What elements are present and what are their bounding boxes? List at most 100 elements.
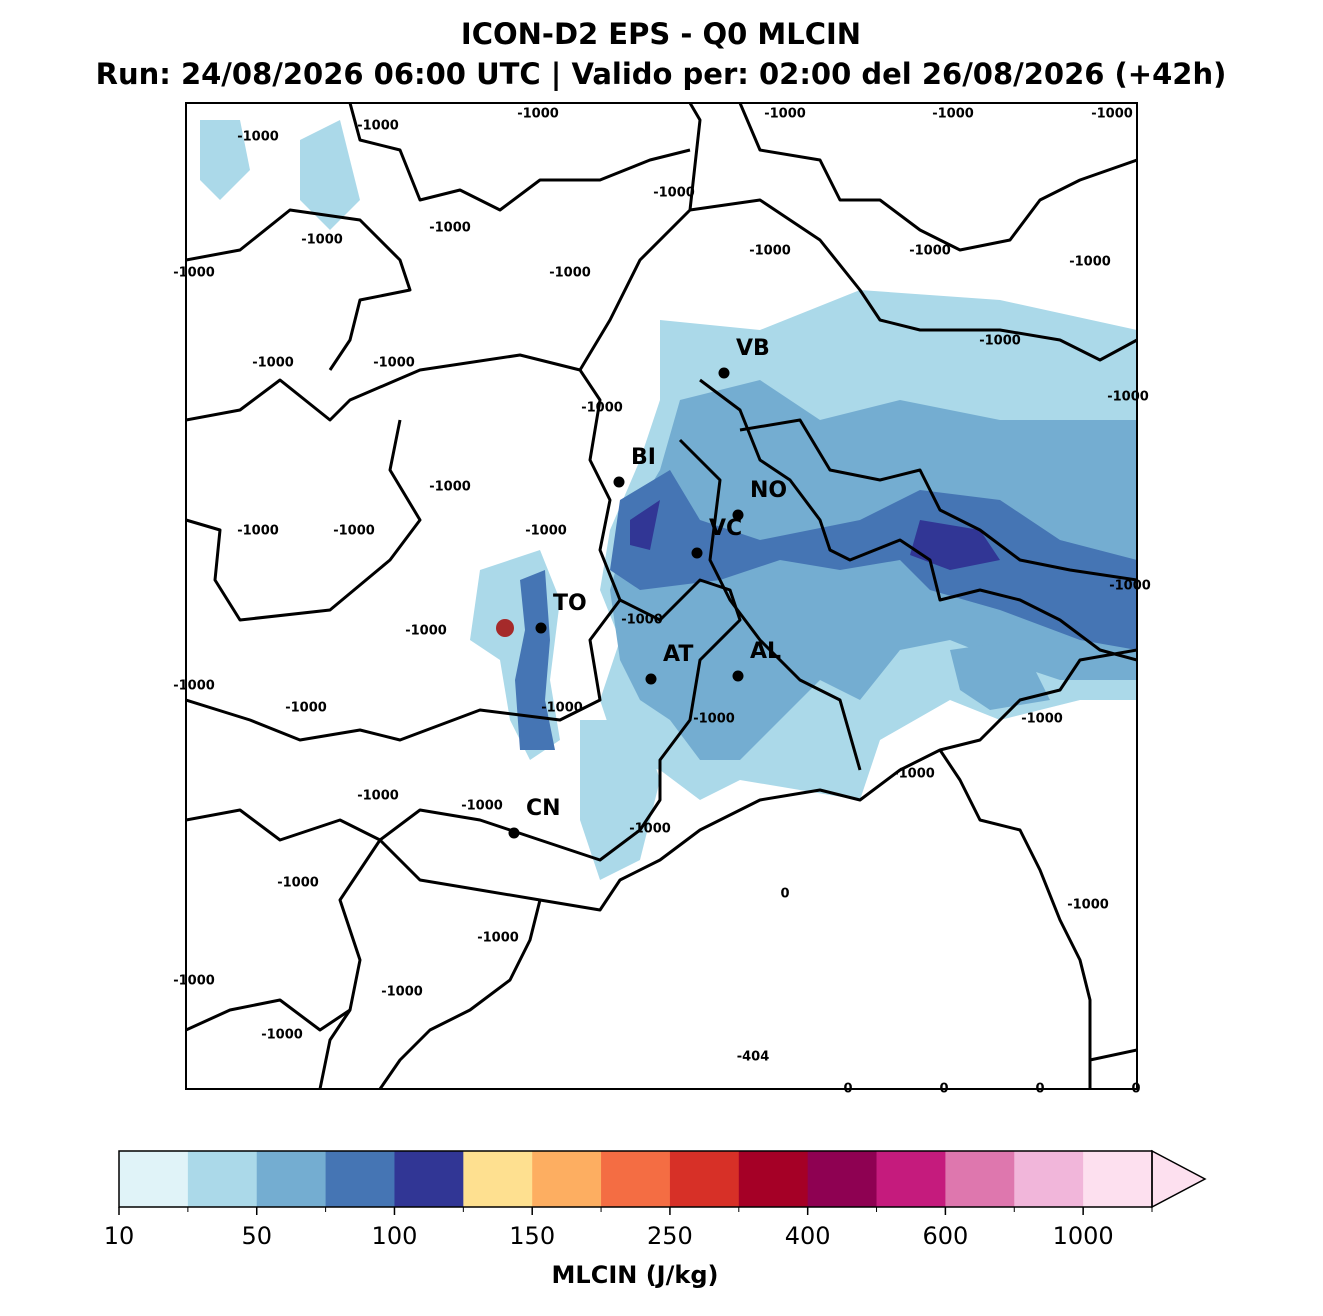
contour-label: -1000 xyxy=(893,767,935,782)
city-dot xyxy=(718,367,730,379)
colorbar-bin xyxy=(876,1151,946,1207)
contour-label: -1000 xyxy=(173,679,215,694)
contour-label: -1000 xyxy=(653,186,695,201)
city-dot xyxy=(732,670,744,682)
city-dot xyxy=(691,547,703,559)
border xyxy=(186,208,412,371)
colorbar-bin xyxy=(1083,1151,1153,1207)
city-label: TO xyxy=(553,591,587,616)
shade-dark xyxy=(515,570,555,750)
map-frame xyxy=(185,102,1138,1090)
contour-label: 0 xyxy=(780,887,789,902)
contour-label: -1000 xyxy=(1021,712,1063,727)
contour-label: -1000 xyxy=(357,119,399,134)
contour-label: -1000 xyxy=(764,107,806,122)
colorbar-tick-label: 250 xyxy=(647,1222,693,1250)
colorbar-bin xyxy=(532,1151,602,1207)
colorbar-frame xyxy=(118,1150,1153,1208)
contour-label: 0 xyxy=(1131,1082,1140,1097)
colorbar-bin xyxy=(325,1151,395,1207)
city-label: VB xyxy=(736,336,770,361)
contour-label: -1000 xyxy=(237,524,279,539)
contour-label: -1000 xyxy=(581,401,623,416)
borders xyxy=(186,103,1137,1089)
colorbar-bin xyxy=(601,1151,671,1207)
contour-label: -1000 xyxy=(517,107,559,122)
contour-label: -1000 xyxy=(979,334,1021,349)
city-label: CN xyxy=(526,796,561,821)
city-dot xyxy=(732,509,744,521)
contour-label: -1000 xyxy=(621,613,663,628)
city-dot xyxy=(508,827,520,839)
contour-label: -1000 xyxy=(693,712,735,727)
contour-label: -1000 xyxy=(1069,255,1111,270)
shade-light xyxy=(580,720,660,880)
border xyxy=(939,648,1137,752)
colorbar-bin xyxy=(394,1151,464,1207)
city-label: VC xyxy=(709,516,742,541)
border xyxy=(318,578,742,1089)
colorbar-bin xyxy=(1014,1151,1084,1207)
subtitle: Run: 24/08/2026 06:00 UTC | Valido per: … xyxy=(96,57,1227,91)
colorbar-bin xyxy=(945,1151,1015,1207)
border xyxy=(739,418,1137,582)
border xyxy=(186,353,622,742)
contour-label: -1000 xyxy=(173,974,215,989)
border xyxy=(578,103,702,371)
colorbar-tick-label: 600 xyxy=(922,1222,968,1250)
contour-label: -1000 xyxy=(285,701,327,716)
city-label: AL xyxy=(750,639,781,664)
colorbar-bin xyxy=(807,1151,878,1207)
border xyxy=(699,378,1137,662)
border xyxy=(186,419,422,622)
contour-label: -1000 xyxy=(301,233,343,248)
map: -1000 -1000 -1000 -1000 -1000 -1000 -1000 -1000… xyxy=(173,102,1151,1097)
colorbar-bin xyxy=(738,1151,809,1207)
contour-label: -1000 xyxy=(277,876,319,891)
marker xyxy=(496,619,514,637)
city-label: AT xyxy=(663,642,693,667)
contour-label: -1000 xyxy=(237,130,279,145)
colorbar-label: MLCIN (J/kg) xyxy=(552,1261,719,1289)
contour-label: -1000 xyxy=(477,931,519,946)
contour-label: -1000 xyxy=(525,524,567,539)
contour-labels: -1000 -1000 -1000 -1000 -1000 -1000 -1000 -1000… xyxy=(173,107,1151,1097)
contour-label: -1000 xyxy=(629,822,671,837)
border xyxy=(738,103,1137,252)
shade-mid xyxy=(610,380,1137,760)
colorbar-tick-label: 150 xyxy=(509,1222,555,1250)
cities: VB BI NO VC TO AT AL CN xyxy=(496,336,787,839)
border xyxy=(678,438,862,771)
colorbar-bin xyxy=(187,1151,258,1207)
contour-label: -1000 xyxy=(429,221,471,236)
colorbar-bin xyxy=(669,1151,740,1207)
contour-label: -1000 xyxy=(1091,107,1133,122)
border xyxy=(378,748,1092,1089)
contour-label: -1000 xyxy=(333,524,375,539)
city-dot xyxy=(613,476,625,488)
contour-label: -1000 xyxy=(373,356,415,371)
border xyxy=(378,899,542,1089)
contour-label: -1000 xyxy=(1067,898,1109,913)
colorbar-tick-label: 400 xyxy=(785,1222,831,1250)
shade-darkest xyxy=(630,500,1000,570)
contour-label: -1000 xyxy=(541,701,583,716)
contour-label: -1000 xyxy=(932,107,974,122)
colorbar: MLCIN (J/kg) 10 50 100 150 250 400 600 1000 xyxy=(104,1149,1207,1289)
contour-label: -1000 xyxy=(252,356,294,371)
colorbar-bin xyxy=(119,1151,189,1207)
contour-label: -1000 xyxy=(1109,579,1151,594)
city-dot xyxy=(535,622,547,634)
city-dot xyxy=(645,673,657,685)
contour-label: 0 xyxy=(1035,1082,1044,1097)
colorbar-bin xyxy=(463,1151,533,1207)
colorbar-tick-label: 100 xyxy=(372,1222,418,1250)
contour-label: 0 xyxy=(843,1082,852,1097)
city-label: NO xyxy=(750,478,787,503)
contour-label: -1000 xyxy=(381,985,423,1000)
contour-label: -1000 xyxy=(405,624,447,639)
colorbar-tick-label: 1000 xyxy=(1053,1222,1114,1250)
border xyxy=(186,998,351,1032)
